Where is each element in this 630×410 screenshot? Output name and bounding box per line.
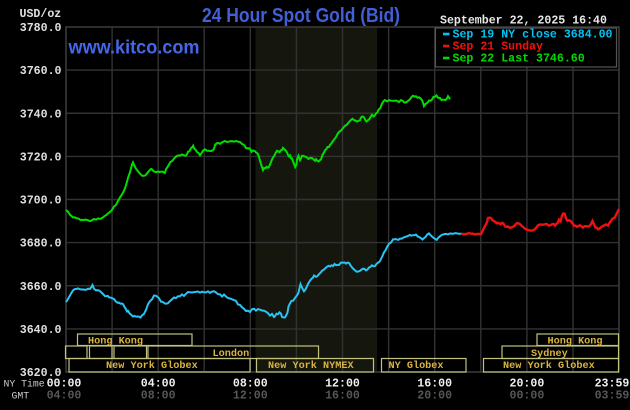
svg-text:04:00: 04:00: [47, 390, 82, 403]
svg-text:3660.0: 3660.0: [20, 281, 62, 294]
svg-text:23:59: 23:59: [595, 378, 630, 391]
svg-text:Sep 22 Last 3746.60: Sep 22 Last 3746.60: [453, 52, 585, 65]
svg-text:00:00: 00:00: [510, 390, 545, 403]
svg-text:www.kitco.com: www.kitco.com: [68, 38, 200, 59]
svg-text:03:59: 03:59: [595, 390, 630, 403]
svg-text:3640.0: 3640.0: [20, 324, 62, 337]
svg-text:20:00: 20:00: [417, 390, 452, 403]
svg-text:20:00: 20:00: [510, 378, 545, 391]
svg-text:08:00: 08:00: [141, 390, 176, 403]
svg-text:12:00: 12:00: [325, 378, 360, 391]
svg-text:New York NYMEX: New York NYMEX: [268, 360, 354, 372]
svg-text:London: London: [213, 348, 250, 360]
svg-text:3720.0: 3720.0: [20, 151, 62, 164]
svg-text:08:00: 08:00: [233, 378, 268, 391]
svg-text:Hong Kong: Hong Kong: [88, 337, 143, 348]
svg-text:16:00: 16:00: [325, 390, 360, 403]
svg-text:3620.0: 3620.0: [20, 367, 62, 380]
svg-text:Sydney: Sydney: [531, 348, 568, 360]
svg-text:3700.0: 3700.0: [20, 195, 62, 208]
svg-text:3780.0: 3780.0: [20, 22, 62, 35]
svg-text:NY Globex: NY Globex: [389, 360, 444, 372]
svg-text:Hong Kong: Hong Kong: [548, 337, 603, 348]
svg-text:New York Globex: New York Globex: [503, 360, 595, 372]
svg-text:04:00: 04:00: [141, 378, 176, 391]
svg-text:16:00: 16:00: [417, 378, 452, 391]
svg-text:24 Hour Spot Gold (Bid): 24 Hour Spot Gold (Bid): [202, 5, 400, 27]
svg-text:Sep 21 Sunday: Sep 21 Sunday: [453, 40, 543, 53]
svg-text:12:00: 12:00: [233, 390, 268, 403]
svg-text:00:00: 00:00: [47, 378, 82, 391]
svg-text:3740.0: 3740.0: [20, 108, 62, 121]
svg-text:3680.0: 3680.0: [20, 238, 62, 251]
svg-text:NY Time: NY Time: [4, 379, 45, 390]
svg-text:Sep 19 NY close 3684.00: Sep 19 NY close 3684.00: [453, 28, 613, 41]
svg-text:USD/oz: USD/oz: [20, 8, 62, 21]
svg-text:September 22, 2025 16:40: September 22, 2025 16:40: [440, 15, 607, 28]
svg-text:GMT: GMT: [12, 391, 30, 402]
svg-text:3760.0: 3760.0: [20, 65, 62, 78]
svg-text:New York Globex: New York Globex: [106, 360, 198, 372]
